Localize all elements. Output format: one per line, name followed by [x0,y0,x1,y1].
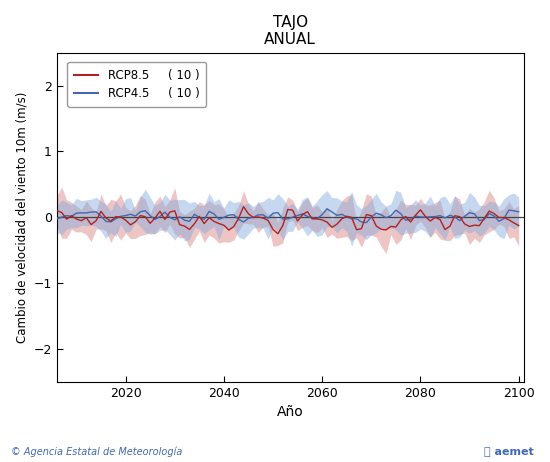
Text: © Agencia Estatal de Meteorología: © Agencia Estatal de Meteorología [11,447,183,457]
X-axis label: Año: Año [277,405,304,419]
Title: TAJO
ANUAL: TAJO ANUAL [264,15,316,48]
Y-axis label: Cambio de velocidad del viento 10m (m/s): Cambio de velocidad del viento 10m (m/s) [15,91,28,343]
Legend: RCP8.5     ( 10 ), RCP4.5     ( 10 ): RCP8.5 ( 10 ), RCP4.5 ( 10 ) [67,62,206,107]
Text: ⓘ aemet: ⓘ aemet [484,447,534,457]
